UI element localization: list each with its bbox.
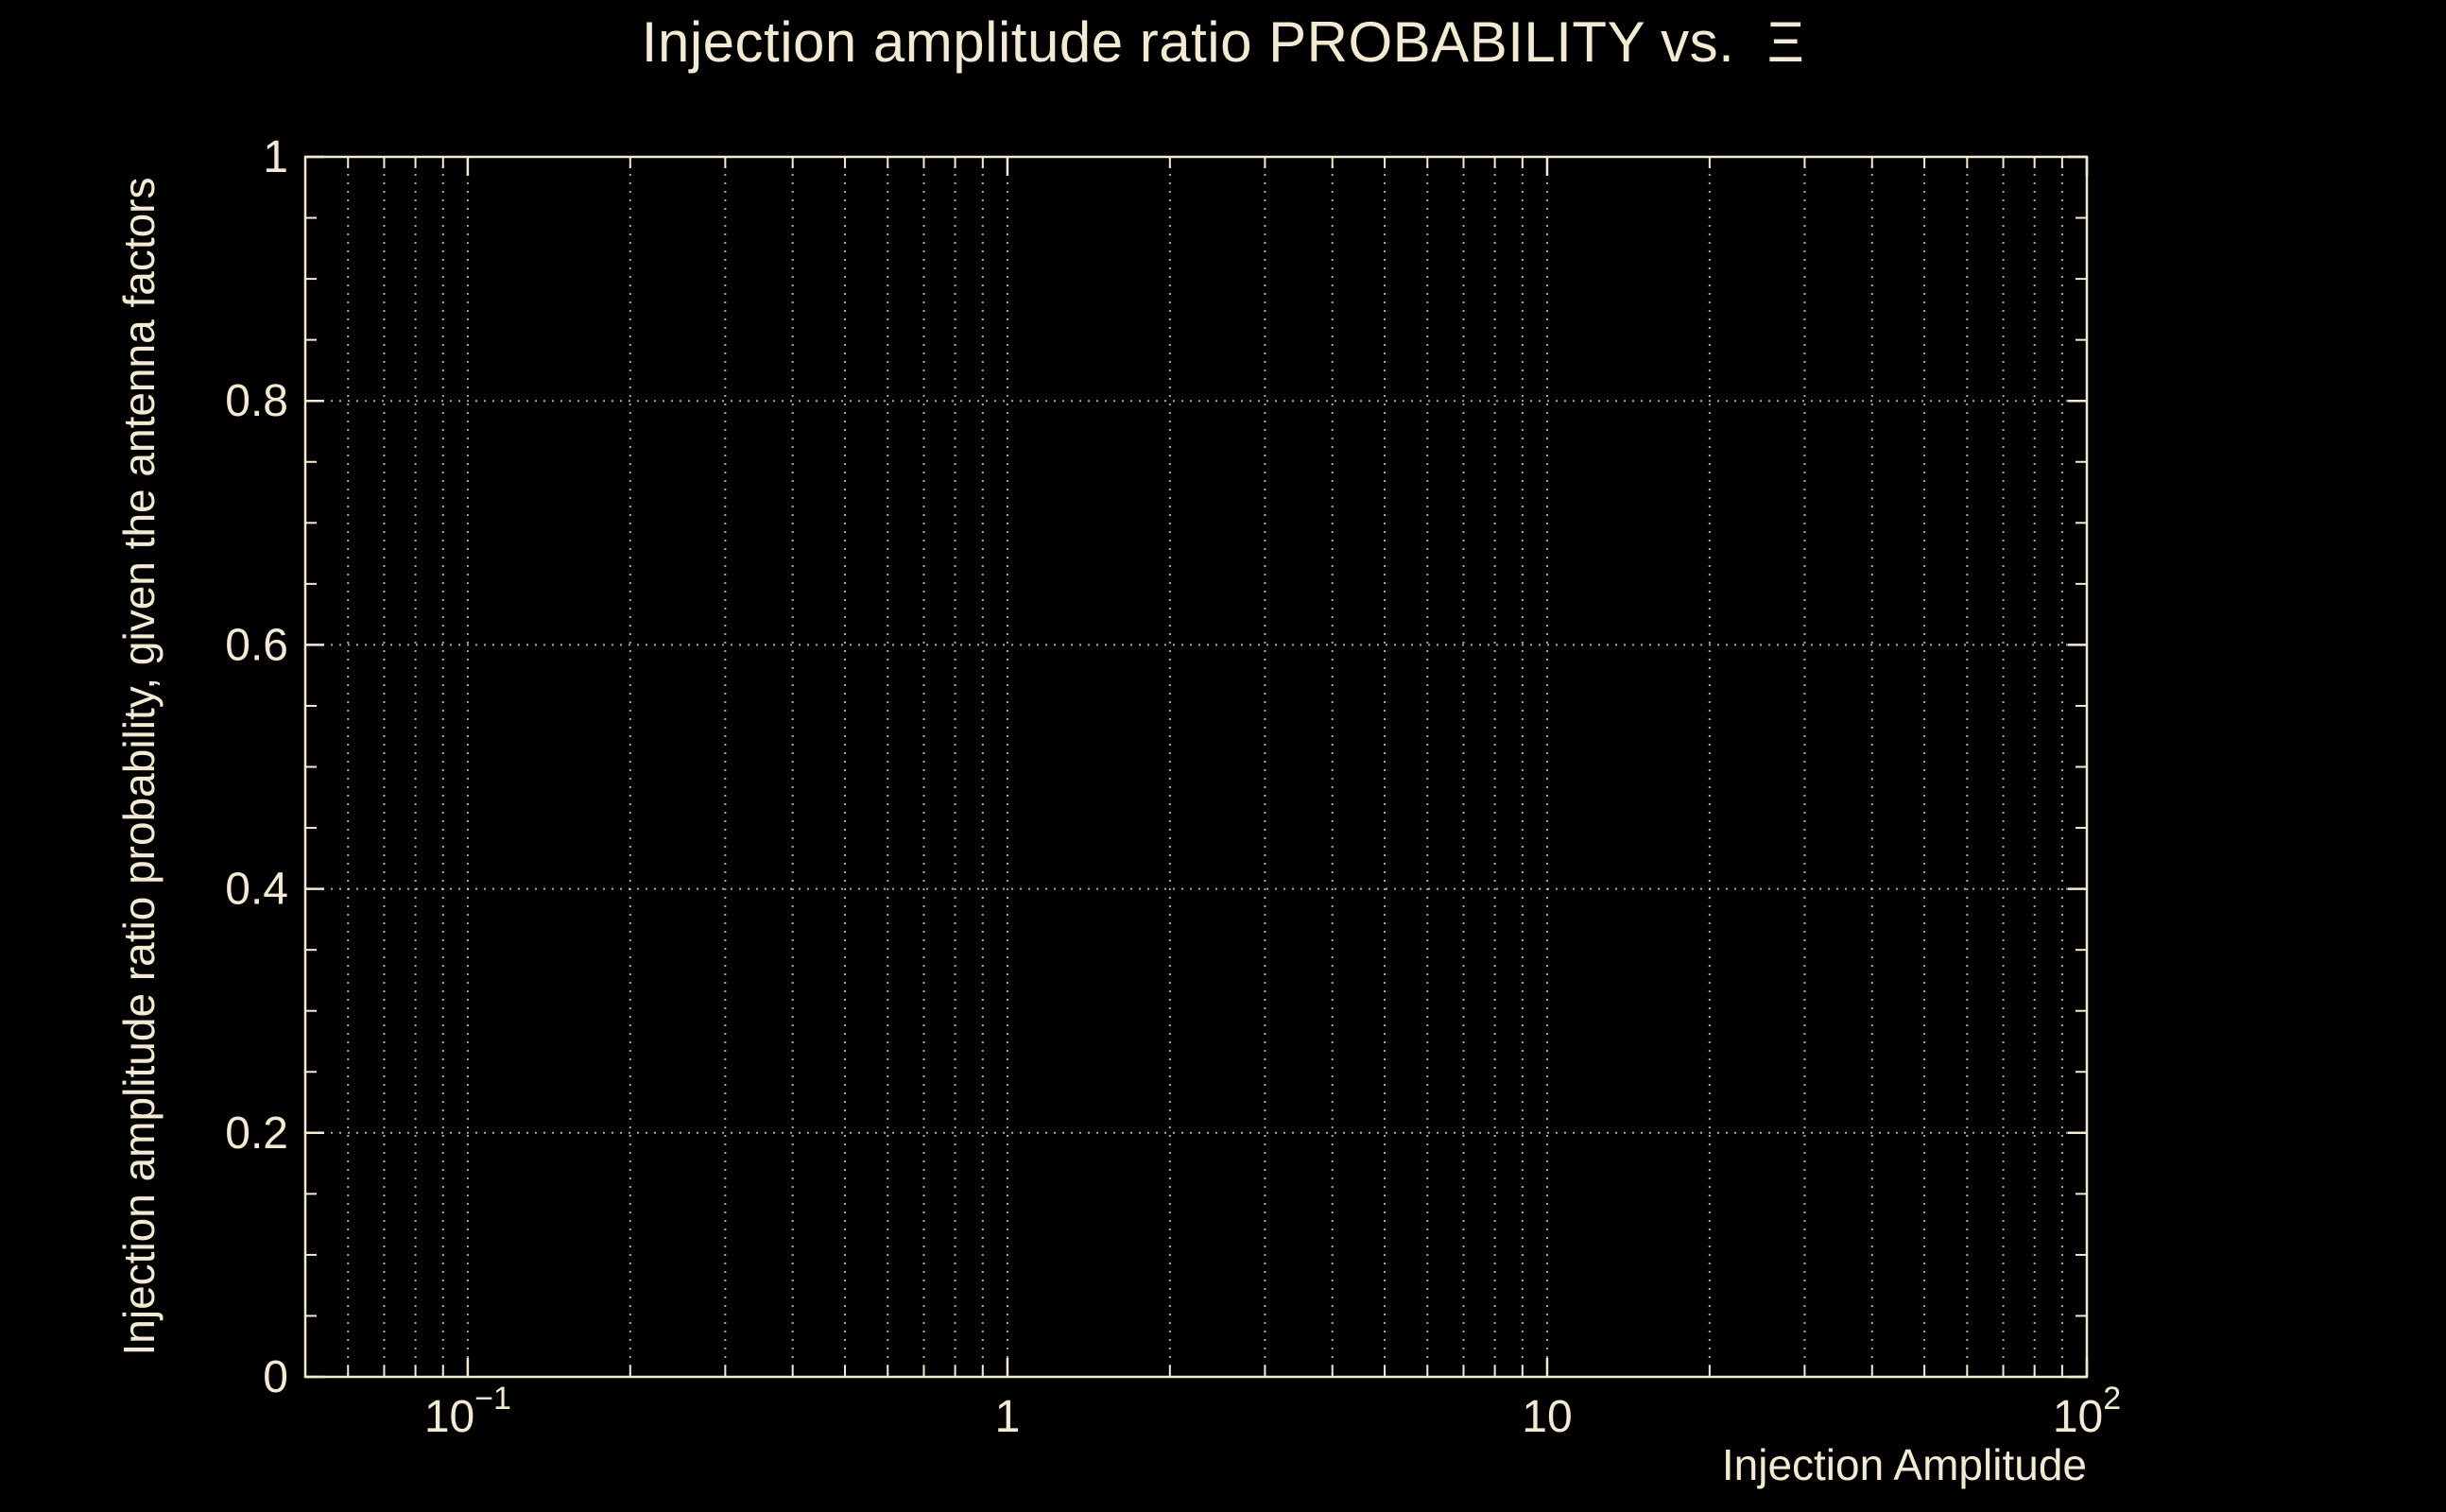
x-tick-label: 10−1 [424,1381,511,1442]
x-tick-label: 102 [2053,1381,2121,1442]
chart-title: Injection amplitude ratio PROBABILITY vs… [641,10,1805,74]
y-tick-label: 0.8 [225,376,288,426]
y-tick-label: 0.4 [225,865,288,915]
axes-box [303,155,2089,1379]
y-tick-label: 1 [263,132,288,182]
y-tick-label: 0.6 [225,620,288,670]
x-tick-label: 10 [1522,1392,1572,1442]
x-axis-label: Injection Amplitude [1721,1440,2087,1489]
y-tick-label: 0 [263,1352,288,1402]
y-tick-label: 0.2 [225,1108,288,1159]
x-tick-label: 1 [995,1392,1021,1442]
